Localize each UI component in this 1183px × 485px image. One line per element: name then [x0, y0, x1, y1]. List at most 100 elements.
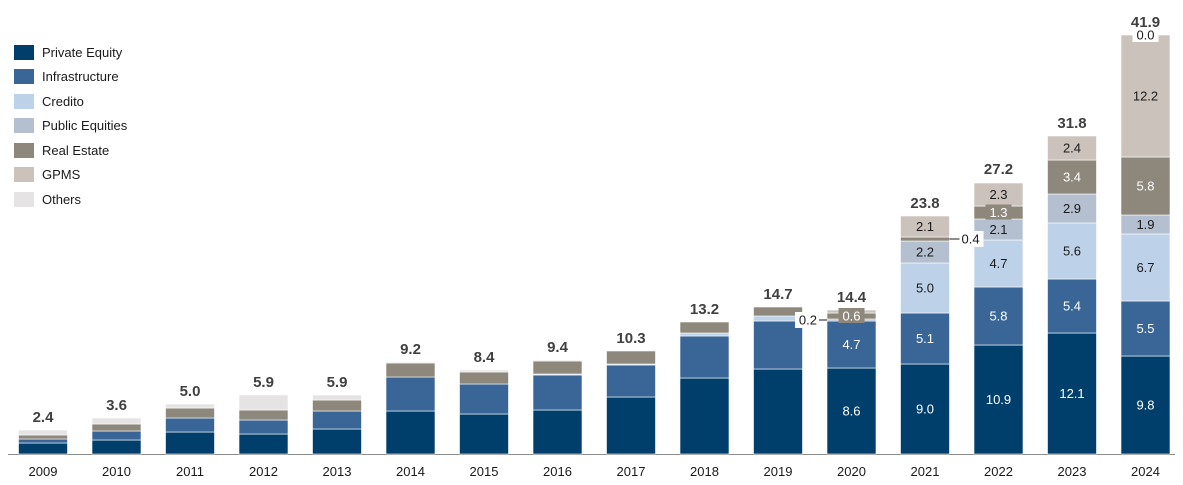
callout-box-2021 [959, 231, 984, 247]
bar-real-estate-2018 [679, 321, 730, 334]
bar-others-2011 [165, 403, 215, 409]
bar-real-estate-2021 [900, 236, 950, 242]
bar-infrastructure-2010 [91, 430, 142, 441]
total-label-2015: 8.4 [474, 349, 496, 366]
legend-label-real-estate: Real Estate [42, 142, 110, 158]
legend-item-real-estate: Real Estate [14, 138, 127, 163]
bar-infrastructure-2020 [826, 320, 877, 369]
legend-label-infrastructure: Infrastructure [42, 69, 119, 85]
bar-real-estate-2024 [1120, 156, 1171, 216]
total-label-2009: 2.4 [33, 409, 55, 426]
bar-label-infrastructure-2022: 5.8 [989, 309, 1007, 324]
bar-label-box-real-estate-2020 [838, 308, 865, 323]
bar-label-private-equity-2023: 12.1 [1059, 386, 1084, 401]
bar-label-private-equity-2024: 9.8 [1136, 398, 1154, 413]
x-tick-label-2012: 2012 [249, 464, 278, 479]
x-tick-label-2009: 2009 [29, 464, 58, 479]
bar-credito-2023 [1047, 222, 1097, 280]
total-label-2024: 41.9 [1131, 14, 1160, 31]
x-tick-label-2015: 2015 [470, 464, 499, 479]
bar-private-equity-2011 [165, 431, 215, 455]
x-tick-label-2018: 2018 [690, 464, 719, 479]
bar-others-2014 [385, 361, 436, 364]
bar-private-equity-2014 [385, 410, 436, 455]
bar-private-equity-2021 [900, 363, 950, 455]
bar-label-public-equities-2023: 2.9 [1063, 201, 1081, 216]
bar-infrastructure-2023 [1047, 278, 1097, 334]
legend-swatch-credito [14, 93, 34, 109]
bar-public-equities-2023 [1047, 193, 1097, 224]
bar-private-equity-2009 [18, 442, 68, 455]
bar-label-real-estate-2023: 3.4 [1063, 170, 1081, 185]
x-tick-label-2022: 2022 [984, 464, 1013, 479]
bar-real-estate-2010 [91, 423, 142, 432]
bar-infrastructure-2015 [459, 383, 509, 415]
total-label-2023: 31.8 [1057, 115, 1086, 132]
bar-label-gpms-2022: 2.3 [989, 187, 1007, 202]
bar-infrastructure-2013 [312, 410, 362, 430]
bar-real-estate-2015 [459, 371, 509, 385]
bar-label-credito-2023: 5.6 [1063, 244, 1081, 259]
legend-swatch-others [14, 191, 34, 207]
callout-box-2020 [795, 312, 819, 328]
bar-credito-2021 [900, 262, 950, 314]
bar-others-2016 [532, 359, 583, 362]
bar-private-equity-2023 [1047, 332, 1097, 455]
legend-label-public-equities: Public Equities [42, 118, 128, 134]
bar-private-equity-2019 [753, 368, 803, 455]
legend-item-public-equities: Public Equities [14, 114, 127, 139]
bar-private-equity-2022 [973, 344, 1024, 455]
bar-private-equity-2012 [238, 433, 289, 455]
bar-label-private-equity-2022: 10.9 [986, 392, 1011, 407]
bar-infrastructure-2021 [900, 312, 950, 365]
bar-credito-2024 [1120, 233, 1171, 302]
bar-real-estate-2011 [165, 407, 215, 419]
bar-infrastructure-2017 [606, 364, 656, 398]
bar-label-public-equities-2021: 2.2 [916, 245, 934, 260]
bar-infrastructure-2016 [532, 374, 583, 411]
bar-private-equity-2013 [312, 428, 362, 455]
x-tick-label-2010: 2010 [102, 464, 131, 479]
bar-label-real-estate-2020: 0.6 [842, 309, 860, 324]
total-label-2020: 14.4 [837, 289, 867, 306]
legend: Private Equity Infrastructure Credito Publi… [14, 40, 127, 212]
legend-swatch-gpms [14, 167, 34, 183]
x-tick-label-2014: 2014 [396, 464, 425, 479]
total-label-2019: 14.7 [763, 286, 792, 303]
bar-label-others-2024: 0.0 [1136, 28, 1154, 43]
total-label-2011: 5.0 [180, 383, 201, 400]
bar-label-real-estate-2022: 1.3 [989, 205, 1007, 220]
bar-infrastructure-2024 [1120, 300, 1171, 357]
total-label-2012: 5.9 [253, 374, 274, 391]
bar-label-public-equities-2024: 1.9 [1136, 217, 1154, 232]
bar-real-estate-2014 [385, 362, 436, 378]
bar-infrastructure-2019 [753, 320, 803, 370]
legend-swatch-private-equity [14, 44, 34, 60]
total-label-2013: 5.9 [327, 374, 348, 391]
legend-label-others: Others [42, 191, 82, 207]
bar-label-gpms-2021: 2.1 [916, 219, 934, 234]
bar-others-2013 [312, 394, 362, 401]
bar-infrastructure-2012 [238, 419, 289, 435]
bar-label-infrastructure-2021: 5.1 [916, 331, 934, 346]
x-tick-label-2024: 2024 [1131, 464, 1160, 479]
bar-real-estate-2016 [532, 360, 583, 375]
bar-others-2010 [91, 417, 142, 425]
bar-label-gpms-2023: 2.4 [1063, 141, 1081, 156]
legend-item-infrastructure: Infrastructure [14, 65, 127, 90]
legend-swatch-public-equities [14, 118, 34, 134]
bar-credito-2022 [973, 239, 1024, 288]
bar-label-infrastructure-2023: 5.4 [1063, 299, 1081, 314]
legend-swatch-real-estate [14, 142, 34, 158]
bar-infrastructure-2022 [973, 286, 1024, 346]
bar-gpms-2023 [1047, 135, 1097, 161]
bar-private-equity-2024 [1120, 355, 1171, 455]
legend-item-gpms: GPMS [14, 163, 127, 188]
x-tick-label-2017: 2017 [617, 464, 646, 479]
bar-others-2012 [238, 394, 289, 411]
x-tick-label-2019: 2019 [764, 464, 793, 479]
total-label-2021: 23.8 [910, 195, 939, 212]
bar-label-infrastructure-2024: 5.5 [1136, 321, 1154, 336]
